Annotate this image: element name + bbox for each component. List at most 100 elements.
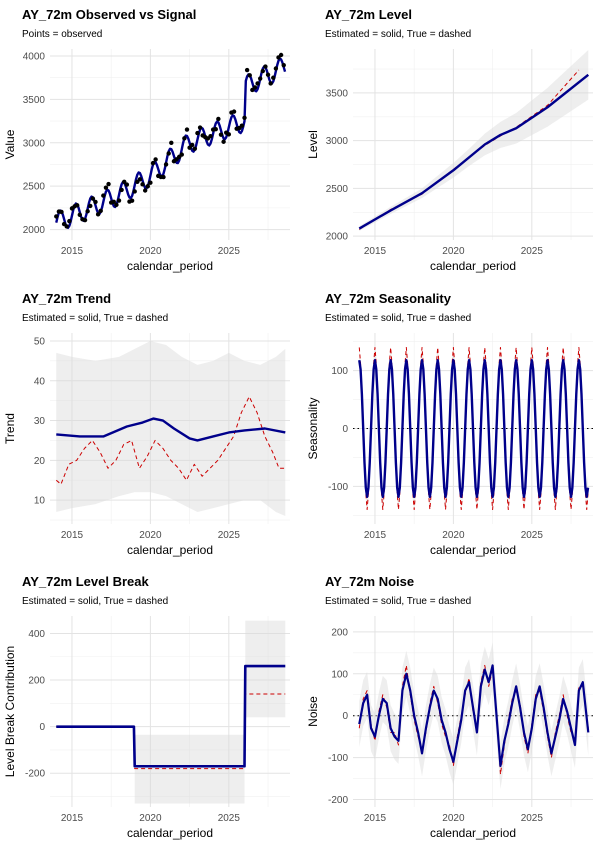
grid (50, 333, 290, 524)
observed-point (106, 181, 111, 187)
observed-point (64, 224, 69, 229)
y-tick-label: 400 (28, 629, 45, 640)
plot-area (56, 620, 286, 804)
x-tick-label: 2020 (442, 246, 465, 257)
y-tick-label: 4000 (23, 51, 46, 62)
grid (353, 616, 593, 807)
y-axis-label: Noise (306, 696, 320, 727)
x-axis-label: calendar_period (430, 543, 516, 557)
observed-point (263, 64, 268, 69)
x-tick-label: 2015 (364, 530, 387, 541)
observed-point (257, 76, 263, 81)
x-tick-label: 2015 (61, 530, 84, 541)
y-tick-label: 10 (34, 496, 46, 507)
estimated-trend-line (56, 417, 286, 442)
observed-point (153, 157, 158, 162)
observed-point (182, 136, 187, 141)
y-tick-label: 0 (39, 722, 45, 733)
observed-point (195, 130, 200, 136)
chart-panel-noise: AY_72m Noise Estimated = solid, True = da… (303, 567, 606, 851)
observed-point (244, 67, 250, 73)
y-tick-label: 50 (34, 336, 46, 347)
chart-title: AY_72m Trend (22, 291, 111, 306)
observed-point (148, 180, 153, 185)
observed-point (124, 182, 130, 187)
confidence-band (56, 340, 286, 517)
observed-point (88, 203, 93, 209)
chart-panel-seasonality: AY_72m Seasonality Estimated = solid, Tru… (303, 284, 606, 568)
x-tick-label: 2020 (139, 813, 162, 824)
chart-svg-observed: AY_72m Observed vs Signal Points = observ… (3, 7, 290, 273)
observed-point (140, 182, 145, 187)
confidence-band (359, 49, 589, 231)
y-tick-label: 2000 (23, 225, 46, 236)
x-tick-label: 2020 (139, 246, 162, 257)
x-tick-label: 2025 (218, 813, 241, 824)
x-tick-label: 2025 (521, 246, 544, 257)
chart-svg-levelbreak: AY_72m Level Break Estimated = solid, Tru… (3, 574, 290, 840)
observed-point (239, 123, 245, 128)
observed-point (161, 174, 166, 180)
observed-point (111, 199, 116, 205)
x-tick-label: 2020 (442, 813, 465, 824)
observed-point (265, 72, 271, 77)
x-tick-label: 2025 (521, 813, 544, 824)
x-axis-label: calendar_period (127, 543, 213, 557)
x-tick-label: 2025 (218, 530, 241, 541)
observed-point (281, 62, 286, 68)
confidence-band (134, 734, 245, 804)
observed-point (184, 127, 190, 132)
observed-point (273, 66, 279, 71)
y-tick-label: 100 (331, 669, 348, 680)
observed-point (122, 179, 127, 185)
x-tick-label: 2015 (61, 813, 84, 824)
y-tick-label: 3500 (326, 88, 349, 99)
chart-panel-trend: AY_72m Trend Estimated = solid, True = da… (0, 284, 303, 568)
chart-subtitle: Points = observed (22, 29, 102, 40)
x-tick-label: 2025 (218, 246, 241, 257)
observed-point (114, 202, 119, 208)
chart-title: AY_72m Noise (325, 574, 414, 589)
chart-subtitle: Estimated = solid, True = dashed (22, 596, 168, 607)
grid (353, 49, 593, 240)
x-axis-label: calendar_period (127, 259, 213, 273)
chart-title: AY_72m Observed vs Signal (22, 7, 196, 22)
observed-point (82, 217, 88, 223)
x-tick-label: 2025 (521, 530, 544, 541)
estimated-noise-line (358, 664, 590, 768)
chart-title: AY_72m Seasonality (325, 291, 452, 306)
chart-title: AY_72m Level Break (22, 574, 149, 589)
observed-point (90, 196, 96, 201)
x-axis-label: calendar_period (430, 826, 516, 840)
observed-point (242, 115, 247, 120)
observed-point (255, 81, 260, 86)
y-tick-label: -100 (328, 482, 348, 493)
y-tick-label: 100 (331, 366, 348, 377)
y-tick-label: 200 (28, 676, 45, 687)
observed-point (213, 127, 218, 132)
x-tick-label: 2015 (364, 813, 387, 824)
y-tick-label: 0 (342, 711, 348, 722)
observed-point (231, 109, 237, 114)
y-tick-label: 3000 (326, 136, 349, 147)
estimated-seasonality-line (358, 359, 590, 498)
y-tick-label: -100 (328, 753, 348, 764)
chart-subtitle: Estimated = solid, True = dashed (325, 313, 471, 324)
x-tick-label: 2020 (442, 530, 465, 541)
observed-point (192, 146, 198, 151)
true-level-line (359, 69, 580, 230)
plot-area (353, 642, 593, 789)
observed-point (278, 52, 284, 58)
observed-point (67, 218, 72, 224)
observed-point (163, 162, 169, 167)
estimated-level-line (358, 73, 590, 230)
y-tick-label: -200 (25, 769, 45, 780)
chart-subtitle: Estimated = solid, True = dashed (325, 596, 471, 607)
estimated-level-break-line (56, 664, 286, 768)
observed-point (218, 132, 224, 137)
grid (50, 616, 290, 807)
x-tick-label: 2015 (61, 246, 84, 257)
y-tick-label: 200 (331, 627, 348, 638)
observed-point (190, 142, 195, 148)
